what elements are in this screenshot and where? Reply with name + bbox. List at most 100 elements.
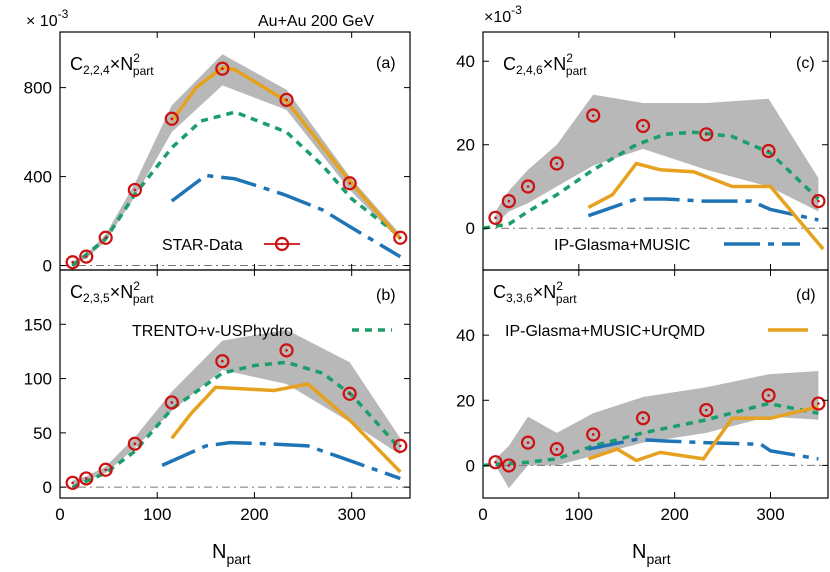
panel-b-series-ipglasma [161, 440, 401, 481]
legend-star-dot [280, 242, 284, 246]
panel-d-ylabel: C3,3,6×N2 part [493, 279, 577, 306]
panel-b-ytick-label: 100 [24, 370, 52, 389]
panel-d-star-point-center [494, 460, 497, 464]
legend-trento: TRENTO+v-USPhydro [132, 323, 392, 340]
panel-b-series-urqmd [170, 382, 402, 474]
panel-b-star-point [127, 436, 142, 451]
panel-b-star-point [215, 354, 230, 369]
panel-a-ylabel: C2,2,4×N2 part [70, 51, 154, 78]
panel-a-ytick-label: 0 [43, 257, 52, 276]
legend-ipglasma: IP-Glasma+MUSIC [554, 237, 800, 254]
panel-b-star-point [65, 475, 80, 490]
panel-d-star-point-center [767, 394, 770, 397]
panel-d-frame [482, 269, 829, 499]
panel-b-frame [59, 269, 411, 499]
panel-a-ytick-label: 800 [24, 79, 52, 98]
panel-d: 0 20 40 0 100 200 300 C3,3,6×N2 part (d) IP-Gla… [456, 269, 829, 524]
panel-d-uncertainty-band [495, 371, 819, 489]
panel-a-star-point-center [84, 255, 88, 258]
panel-d-star-point [520, 435, 536, 450]
panel-d-plot: 0 20 40 0 100 200 300 [456, 270, 828, 524]
panel-a-star-point-center [133, 188, 137, 192]
panel-c-ytick-label: 0 [466, 219, 475, 238]
panel-d-star-point-center [641, 416, 645, 420]
panel-d-star-point [586, 427, 601, 442]
panel-d-ytick-label: 40 [456, 326, 475, 345]
panel-c-star-point [488, 210, 503, 225]
panel-c-plot: 0 20 40 [456, 32, 828, 270]
panel-b: 0 50 100 150 0 100 200 300 C2,3,5×N2 part (b) TR… [24, 269, 411, 524]
panel-b-star-point-center [221, 359, 224, 363]
panel-d-star-point [549, 442, 564, 457]
panel-d-star-point-center [526, 441, 530, 444]
panel-c-star-point-center [526, 185, 530, 188]
panel-b-star-point [279, 343, 294, 358]
panel-c-star-point-center [817, 199, 820, 203]
panel-d-xtick-label: 100 [565, 505, 593, 524]
panel-a-star-point-center [348, 181, 352, 185]
panel-d-star-point-center [555, 447, 559, 451]
panel-c-star-point [549, 156, 564, 171]
panel-a-star-point [79, 249, 94, 264]
panel-b-star-point [98, 462, 113, 477]
panel-b-ylabel: C2,3,5×N2 part [70, 279, 154, 306]
panel-a-star-point [342, 176, 357, 191]
panel-a-scale: × 10-3 [26, 7, 69, 30]
panel-d-xtick-label: 200 [660, 505, 688, 524]
panel-c-ytick-label: 40 [456, 52, 475, 71]
legend-ipglasma-label: IP-Glasma+MUSIC [554, 237, 690, 254]
panel-d-star-point [501, 458, 516, 473]
panel-a-star-point [65, 255, 80, 270]
panel-b-uncertainty-band [72, 329, 401, 485]
panel-a-star-point [279, 92, 294, 107]
panel-c-star-point-center [507, 199, 511, 203]
panel-c-star-point-center [555, 162, 559, 165]
legend-urqmd: IP-Glasma+MUSIC+UrQMD [505, 323, 808, 340]
panel-b-tag: (b) [376, 287, 396, 304]
panel-c-ytick-label: 20 [456, 136, 475, 155]
panel-c-star-point [501, 194, 516, 209]
panel-b-star-point [79, 471, 94, 486]
panel-a-star-point-center [104, 236, 107, 240]
panel-a-series-trento [71, 110, 402, 267]
panel-a-star-point [98, 230, 113, 245]
panel-b-ytick-label: 0 [43, 478, 52, 497]
panel-c-star-point-center [767, 149, 770, 153]
panel-d-xtick-label: 0 [478, 505, 487, 524]
panel-b-xtick-label: 300 [337, 505, 365, 524]
panel-c-tag: (c) [796, 55, 815, 72]
panel-b-star-point-center [398, 444, 402, 448]
panel-a-tag: (a) [376, 55, 396, 72]
panel-d-star-point [811, 396, 826, 411]
panel-c: 0 20 40 C2,4,6×N2 part (c) ×10-3 IP-Glasma+… [456, 3, 829, 271]
panel-c-series-ipglasma [587, 197, 819, 222]
panel-b-star-point-center [71, 481, 74, 485]
panel-a-star-point [164, 111, 179, 126]
panel-b-xtick-label: 200 [240, 505, 268, 524]
panel-c-star-point [811, 194, 826, 209]
panel-d-tag: (d) [796, 287, 816, 304]
panel-a: 0 400 800 C2,2,4×N2 part (a) × 10-3 Au+Au 2… [24, 7, 411, 276]
legend-urqmd-label: IP-Glasma+MUSIC+UrQMD [505, 323, 705, 340]
panel-c-star-point [699, 127, 714, 142]
panel-c-star-point-center [591, 114, 595, 117]
panel-b-plot: 0 50 100 150 0 100 200 300 [24, 270, 410, 524]
panel-d-series-ipglasma [588, 437, 819, 461]
panel-d-star-point-center [704, 408, 708, 412]
energy-label: Au+Au 200 GeV [258, 13, 374, 30]
panel-c-star-point-center [704, 132, 708, 136]
panel-a-star-point-center [71, 260, 74, 264]
panel-b-star-point-center [348, 392, 352, 396]
x-axis-label-right: Npart [632, 541, 671, 567]
panel-a-star-point [393, 230, 408, 245]
panel-b-star-point-center [133, 442, 137, 446]
panel-b-ytick-label: 150 [24, 315, 52, 334]
panel-b-star-point-center [170, 401, 174, 404]
panel-b-star-point [393, 438, 408, 453]
panel-b-star-point [342, 386, 357, 401]
panel-d-ytick-label: 20 [456, 391, 475, 410]
panel-a-star-point [215, 61, 230, 76]
panel-c-series-urqmd [587, 161, 825, 251]
panel-b-ytick-label: 50 [33, 424, 52, 443]
